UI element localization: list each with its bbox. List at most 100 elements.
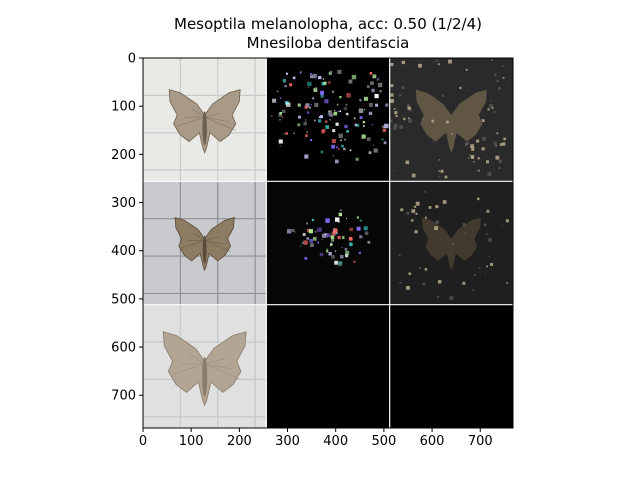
x-tick-label: 500	[371, 434, 396, 449]
masked-speck	[469, 154, 471, 156]
masked-speck	[434, 61, 436, 63]
saliency-speck	[292, 76, 296, 80]
masked-speck	[437, 280, 442, 284]
saliency-speck	[306, 111, 310, 114]
masked-speck	[495, 145, 497, 147]
panel-background	[266, 58, 390, 182]
saliency-speck	[382, 128, 386, 132]
saliency-speck	[364, 231, 369, 235]
saliency-speck	[338, 212, 343, 217]
saliency-speck	[361, 134, 366, 139]
masked-speck	[406, 285, 410, 290]
masked-speck	[422, 282, 426, 286]
masked-speck	[440, 169, 444, 173]
wing-pattern-line	[204, 363, 242, 380]
saliency-speck	[338, 148, 340, 150]
saliency-speck	[363, 108, 366, 111]
masked-speck	[393, 108, 396, 110]
saliency-speck	[340, 255, 344, 259]
saliency-speck	[325, 250, 329, 253]
masked-speck	[482, 136, 486, 141]
saliency-speck	[305, 103, 310, 108]
saliency-speck	[329, 119, 331, 121]
saliency-speck	[332, 155, 335, 157]
masked-speck	[501, 65, 504, 67]
saliency-speck	[345, 250, 350, 255]
masked-speck	[407, 104, 410, 107]
saliency-speck	[335, 122, 339, 126]
masked-speck	[471, 156, 474, 159]
masked-speck	[496, 132, 499, 135]
saliency-speck	[312, 97, 315, 100]
saliency-speck	[336, 103, 339, 106]
saliency-speck	[368, 151, 372, 155]
masked-speck	[487, 108, 490, 111]
masked-speck	[464, 232, 467, 234]
saliency-speck	[339, 110, 342, 113]
x-tick-label: 600	[420, 434, 445, 449]
saliency-speck	[330, 243, 333, 246]
masked-speck	[493, 73, 497, 77]
masked-speck	[467, 89, 469, 91]
saliency-speck	[337, 110, 339, 113]
grid-panel-r1c1	[266, 181, 390, 305]
panel-background	[389, 304, 513, 428]
masked-speck	[486, 160, 490, 164]
masked-speck	[448, 59, 452, 64]
masked-speck	[468, 157, 470, 159]
saliency-speck	[320, 94, 324, 98]
saliency-speck	[363, 226, 368, 231]
saliency-speck	[335, 217, 340, 222]
saliency-speck	[346, 93, 351, 98]
saliency-speck	[371, 124, 374, 126]
masked-speck	[494, 144, 497, 147]
masked-speck	[411, 219, 414, 222]
masked-speck	[438, 170, 440, 172]
x-tick-label: 700	[468, 434, 493, 449]
saliency-speck	[285, 132, 288, 135]
saliency-speck	[356, 226, 361, 231]
masked-speck	[491, 59, 493, 61]
masked-speck	[473, 161, 475, 163]
saliency-speck	[308, 229, 313, 234]
y-tick-label: 300	[111, 196, 136, 211]
masked-speck	[390, 98, 394, 103]
masked-speck	[405, 160, 410, 165]
masked-speck	[446, 120, 449, 124]
masked-speck	[389, 119, 393, 122]
saliency-speck	[331, 255, 335, 259]
saliency-speck	[337, 235, 341, 240]
saliency-speck	[331, 139, 336, 144]
saliency-speck	[338, 221, 340, 223]
masked-speck	[393, 170, 395, 172]
saliency-speck	[358, 251, 361, 255]
masked-speck	[444, 175, 448, 179]
saliency-speck	[321, 239, 323, 241]
saliency-speck	[310, 73, 313, 76]
saliency-speck	[331, 238, 335, 242]
masked-speck	[470, 155, 475, 159]
saliency-speck	[340, 139, 342, 142]
masked-speck	[502, 76, 505, 79]
saliency-speck	[276, 90, 279, 93]
masked-speck	[413, 205, 417, 208]
masked-speck	[400, 208, 404, 212]
saliency-speck	[286, 102, 291, 107]
masked-speck	[472, 289, 475, 292]
saliency-speck	[308, 86, 310, 88]
saliency-speck	[333, 228, 338, 233]
saliency-speck	[283, 133, 285, 135]
masked-speck	[428, 206, 432, 209]
masked-speck	[471, 147, 475, 151]
grid-panel-r1c0	[143, 181, 267, 305]
saliency-speck	[289, 83, 293, 87]
masked-moth	[415, 89, 487, 153]
saliency-speck	[334, 250, 337, 252]
saliency-speck	[300, 245, 302, 247]
masked-speck	[406, 159, 409, 162]
saliency-speck	[326, 233, 331, 238]
masked-speck	[485, 155, 487, 158]
masked-speck	[434, 226, 438, 230]
saliency-speck	[304, 256, 308, 260]
